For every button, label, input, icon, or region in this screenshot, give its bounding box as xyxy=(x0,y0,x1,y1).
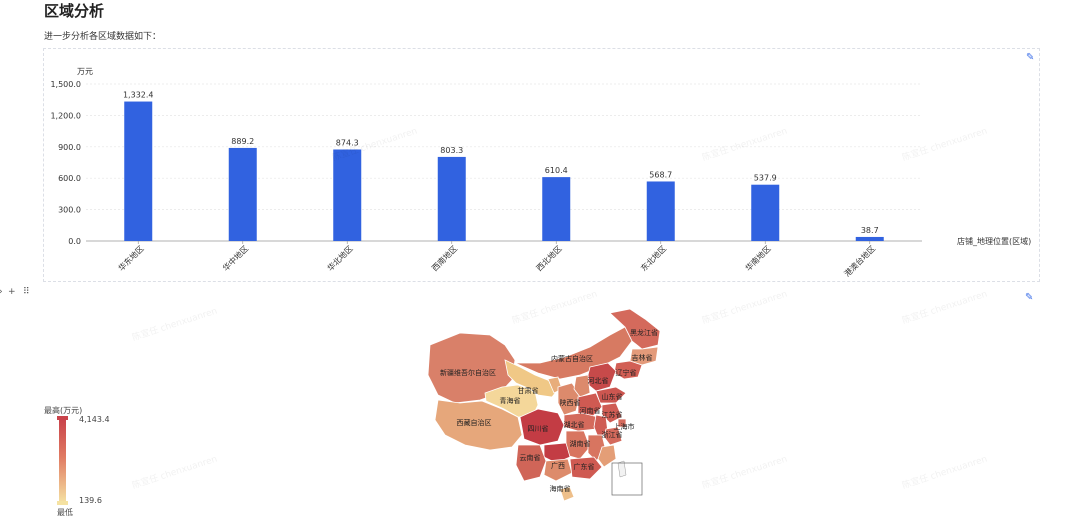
data-label: 568.7 xyxy=(649,170,672,179)
x-tick-label: 西北地区 xyxy=(534,243,564,273)
watermark: 陈宣任 chenxuanren xyxy=(701,289,789,327)
province-label: 云南省 xyxy=(520,453,541,462)
bar xyxy=(855,236,884,241)
province-label: 江苏省 xyxy=(602,410,623,419)
province-label: 陕西省 xyxy=(560,398,581,407)
bar-chart: 万元 0.0 300.0 600.0 900.0 1,200.0 1,500.0 1,332.… xyxy=(50,67,1031,279)
data-label: 38.7 xyxy=(861,226,879,235)
y-axis-label: 万元 xyxy=(77,67,93,76)
province-label: 黑龙江省 xyxy=(630,328,658,337)
y-tick-label: 0.0 xyxy=(68,237,81,246)
province-henan[interactable] xyxy=(577,392,603,418)
province-shanxi[interactable] xyxy=(573,374,591,398)
province-label: 广东省 xyxy=(574,462,595,471)
province-label: 浙江省 xyxy=(602,430,623,439)
province-label: 青海省 xyxy=(500,396,521,405)
bar xyxy=(228,147,257,241)
bar xyxy=(437,156,466,241)
watermark: 陈宣任 chenxuanren xyxy=(901,454,989,492)
province-anhui[interactable] xyxy=(593,414,609,438)
province-label: 新疆维吾尔自治区 xyxy=(440,368,496,377)
province-zhejiang[interactable] xyxy=(603,426,623,446)
province-label: 湖南省 xyxy=(570,439,591,448)
data-label: 803.3 xyxy=(440,146,463,155)
province-label: 山东省 xyxy=(602,392,623,401)
province-label: 内蒙古自治区 xyxy=(551,354,593,363)
legend-gradient-bar[interactable] xyxy=(59,419,66,503)
bar xyxy=(124,101,153,241)
province-label: 辽宁省 xyxy=(616,368,637,377)
x-tick-label: 华北地区 xyxy=(325,243,355,273)
drag-handle-icon[interactable]: ⠿ xyxy=(23,287,30,297)
province-label: 湖北省 xyxy=(564,420,585,429)
bar xyxy=(751,184,780,241)
province-label: 甘肃省 xyxy=(518,386,539,395)
province-sichuan[interactable] xyxy=(519,408,565,446)
y-tick-label: 1,200.0 xyxy=(50,111,81,120)
x-tick-label: 港澳台地区 xyxy=(842,243,877,278)
province-label: 广西 xyxy=(551,461,565,470)
legend-max-value: 4,143.4 xyxy=(79,415,110,424)
x-tick-label: 华东地区 xyxy=(116,243,146,273)
x-tick-label: 华中地区 xyxy=(220,243,250,273)
data-label: 874.3 xyxy=(336,138,359,147)
watermark: 陈宣任 chenxuanren xyxy=(131,306,219,344)
x-tick-label: 东北地区 xyxy=(638,243,668,273)
data-label: 537.9 xyxy=(754,174,777,183)
province-guangdong[interactable] xyxy=(569,456,603,480)
data-label: 610.4 xyxy=(545,166,568,175)
south-china-sea-inset xyxy=(611,462,643,496)
bar-chart-card: ✎ 万元 0.0 300.0 600.0 900.0 1,200.0 1,500.0 1,33… xyxy=(43,48,1040,282)
watermark: 陈宣任 chenxuanren xyxy=(901,289,989,327)
bar xyxy=(646,181,675,241)
y-tick-label: 600.0 xyxy=(58,174,81,183)
province-label: 海南省 xyxy=(550,484,571,493)
province-jiangsu[interactable] xyxy=(601,402,623,424)
bar xyxy=(333,149,362,241)
data-label: 1,332.4 xyxy=(123,91,154,100)
legend-min-value: 139.6 xyxy=(79,496,102,505)
y-tick-label: 1,500.0 xyxy=(50,80,81,89)
add-icon[interactable]: + xyxy=(8,287,16,297)
province-label: 河北省 xyxy=(588,376,609,385)
province-tibet[interactable] xyxy=(434,399,523,451)
province-taiwan[interactable] xyxy=(617,460,627,478)
province-gansu[interactable] xyxy=(504,359,561,398)
watermark: 陈宣任 chenxuanren xyxy=(701,454,789,492)
y-tick-label: 900.0 xyxy=(58,143,81,152)
legend-max-label: 最高(万元) xyxy=(44,406,83,415)
province-label: 吉林省 xyxy=(632,353,653,362)
province-label: 四川省 xyxy=(528,424,549,433)
province-shanghai[interactable] xyxy=(617,418,627,428)
x-axis-label: 店铺_地理位置(区域) xyxy=(957,236,1031,246)
watermark: 陈宣任 chenxuanren xyxy=(131,454,219,492)
province-heilongjiang[interactable] xyxy=(609,308,661,350)
page-title: 区域分析 xyxy=(44,2,105,20)
province-label: 河南省 xyxy=(580,406,601,415)
province-fujian[interactable] xyxy=(597,444,617,468)
x-tick-label: 华南地区 xyxy=(743,243,773,273)
legend-min-label: 最低 xyxy=(57,508,73,517)
chevron-icon[interactable]: › xyxy=(0,287,3,297)
province-label: 西藏自治区 xyxy=(457,418,492,427)
province-label: 上海市 xyxy=(614,422,635,431)
edit-map-icon[interactable]: ✎ xyxy=(1025,292,1034,303)
page-subtitle: 进一步分析各区域数据如下： xyxy=(44,32,162,42)
province-yunnan[interactable] xyxy=(515,444,547,482)
legend-min-handle[interactable] xyxy=(57,501,68,505)
province-hainan[interactable] xyxy=(559,486,575,502)
bar xyxy=(542,177,571,241)
y-tick-label: 300.0 xyxy=(58,206,81,215)
edit-chart-icon[interactable]: ✎ xyxy=(1026,52,1035,63)
x-tick-label: 西南地区 xyxy=(429,243,459,273)
province-shaanxi[interactable] xyxy=(557,382,581,416)
data-label: 889.2 xyxy=(231,137,254,146)
province-guangxi[interactable] xyxy=(543,458,573,482)
legend-max-handle[interactable] xyxy=(57,416,68,420)
